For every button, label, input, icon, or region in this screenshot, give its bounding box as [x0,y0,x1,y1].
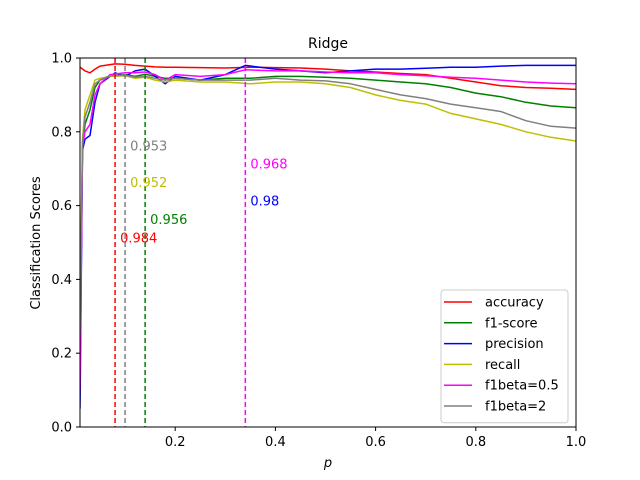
x-axis-label: p [323,456,332,471]
y-tick-label-0: 0.0 [51,421,72,436]
series-line-1 [80,73,576,354]
axes: 0.2 0.4 0.6 0.8 1.0 0.0 0.2 0.4 0.6 0.8 1.0 [51,52,586,451]
y-tick-label-5: 1.0 [51,52,72,67]
series-line-0 [80,63,576,91]
legend-label-1: f1-score [485,316,537,331]
legend: accuracy f1-score precision recall f1beta=0.… [440,289,569,424]
x-tick-label-3: 0.8 [465,435,486,450]
legend-label-4: f1beta=0.5 [485,379,559,394]
series-line-3 [80,74,576,317]
annotation-4: 0.968 [250,158,287,173]
annotation-1: 0.952 [130,176,167,191]
legend-label-3: recall [485,358,520,373]
y-tick-label-2: 0.4 [51,273,72,288]
y-tick-label-1: 0.2 [51,347,72,362]
legend-label-2: precision [485,337,544,352]
x-tick-label-1: 0.4 [265,435,286,450]
y-tick-label-4: 0.8 [51,125,72,140]
legend-box [440,289,569,424]
legend-label-0: accuracy [485,296,544,311]
plot-inner [80,58,576,427]
axes-frame [79,57,577,428]
annotation-5: 0.98 [250,195,279,210]
annotation-2: 0.956 [150,213,187,228]
y-axis-label: Classification Scores [29,176,44,310]
series-line-5 [80,74,576,335]
y-tick-label-3: 0.6 [51,199,72,214]
annotation-0: 0.953 [130,139,167,154]
legend-label-5: f1beta=2 [485,400,546,415]
chart-title: Ridge [308,36,348,52]
annotation-3: 0.984 [120,232,157,247]
x-tick-label-0: 0.2 [165,435,186,450]
series-line-4 [80,69,576,391]
plot-area: 0.953 0.952 0.956 0.984 0.968 0.98 [80,58,576,427]
x-tick-label-2: 0.6 [365,435,386,450]
x-tick-label-4: 1.0 [566,435,587,450]
